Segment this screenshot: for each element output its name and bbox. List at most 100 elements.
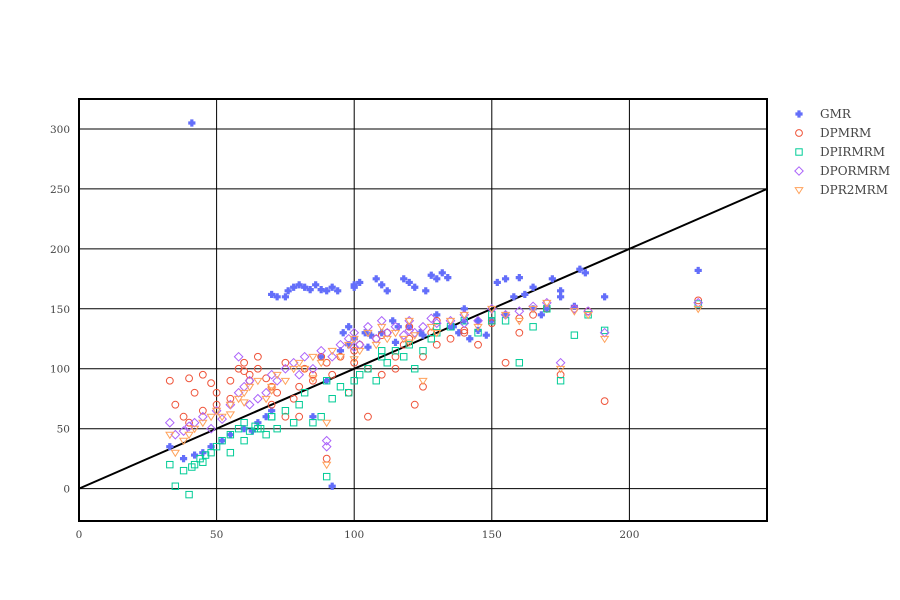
point-dpr2mrm xyxy=(404,317,414,326)
point-dpr2mrm xyxy=(335,353,346,362)
x-tick-label: 0 xyxy=(76,529,83,541)
point-gmr xyxy=(372,275,380,283)
point-dpmrm xyxy=(377,370,386,379)
point-gmr xyxy=(411,283,419,291)
point-dpirmrm xyxy=(245,427,254,435)
point-dpr2mrm xyxy=(528,305,538,314)
point-dpirmrm xyxy=(411,365,419,373)
point-dpirmrm xyxy=(529,323,537,331)
point-dpr2mrm xyxy=(377,323,387,332)
legend-item-dpr2mrm[interactable]: DPR2MRM xyxy=(794,183,888,197)
point-dpirmrm xyxy=(185,490,193,499)
point-dpmrm xyxy=(350,358,359,367)
point-dpirmrm xyxy=(212,442,221,451)
point-dpirmrm xyxy=(400,353,408,361)
point-dpmrm xyxy=(226,376,235,385)
point-dpirmrm xyxy=(383,359,391,367)
point-gmr xyxy=(317,286,325,294)
point-dpr2mrm xyxy=(165,431,175,440)
point-dpr2mrm xyxy=(555,365,566,374)
point-dpmrm xyxy=(529,310,537,319)
point-gmr xyxy=(557,293,565,301)
point-dpr2mrm xyxy=(272,371,282,380)
point-gmr xyxy=(405,278,413,287)
point-dpmrm xyxy=(185,374,193,383)
legend-item-gmr[interactable]: GMR xyxy=(795,107,852,121)
point-dpr2mrm xyxy=(239,389,249,398)
point-dpirmrm xyxy=(295,401,303,409)
point-gmr xyxy=(416,329,424,337)
point-gmr xyxy=(466,335,474,343)
point-dpirmrm xyxy=(218,436,226,445)
point-gmr xyxy=(345,341,353,349)
legend-label: DPIRMRM xyxy=(820,145,885,159)
point-dpr2mrm xyxy=(294,359,304,368)
point-dpr2mrm xyxy=(390,329,401,338)
point-dpmrm xyxy=(289,394,298,403)
point-gmr xyxy=(262,413,270,421)
point-dpmrm xyxy=(281,412,290,421)
legend-label: DPR2MRM xyxy=(820,183,888,197)
point-dpr2mrm xyxy=(178,437,189,446)
point-dpr2mrm xyxy=(514,317,525,326)
point-gmr xyxy=(543,305,551,313)
point-gmr xyxy=(446,323,455,331)
y-tick-label: 50 xyxy=(57,424,70,436)
point-dpirmrm xyxy=(240,418,248,427)
point-gmr xyxy=(218,437,226,445)
legend-item-dpormrm[interactable]: DPORMRM xyxy=(794,164,890,178)
point-dpmrm xyxy=(474,340,482,349)
series-dpr2mrm xyxy=(165,299,703,470)
point-dpormrm xyxy=(349,342,360,353)
point-dpormrm xyxy=(363,321,373,332)
point-dpirmrm xyxy=(201,451,210,459)
legend-item-dpirmrm[interactable]: DPIRMRM xyxy=(795,145,885,159)
y-tick-label: 0 xyxy=(63,484,70,496)
point-dpr2mrm xyxy=(253,377,263,386)
point-dpirmrm xyxy=(344,389,353,397)
legend-item-dpmrm[interactable]: DPMRM xyxy=(795,126,872,140)
point-dpormrm xyxy=(299,351,310,362)
point-dpormrm xyxy=(569,303,580,314)
point-dpormrm xyxy=(583,306,594,317)
point-gmr xyxy=(345,323,353,331)
point-dpirmrm xyxy=(281,407,290,415)
legend[interactable]: GMR DPMRM DPIRMRM DPORMRM DPR2MRM xyxy=(794,107,890,197)
point-dpormrm xyxy=(599,327,610,338)
point-dpmrm xyxy=(515,328,524,337)
point-dpormrm xyxy=(327,351,338,362)
point-gmr xyxy=(378,329,386,337)
point-dpmrm xyxy=(446,334,455,343)
point-gmr xyxy=(284,287,292,295)
point-gmr xyxy=(694,266,702,275)
point-gmr xyxy=(273,293,281,301)
point-dpormrm xyxy=(693,297,704,308)
point-dpormrm xyxy=(382,327,393,338)
point-dpirmrm xyxy=(166,460,174,469)
point-dpirmrm xyxy=(336,383,345,391)
point-dpr2mrm xyxy=(239,399,249,407)
point-dpmrm xyxy=(165,376,174,385)
legend-marker-dpr2mrm xyxy=(794,187,804,195)
point-dpmrm xyxy=(207,379,215,388)
legend-label: GMR xyxy=(820,107,852,121)
point-dpirmrm xyxy=(289,418,298,427)
point-dpmrm xyxy=(600,397,609,406)
point-dpmrm xyxy=(501,358,510,367)
point-gmr xyxy=(179,455,188,463)
y-tick-label: 100 xyxy=(50,364,70,376)
point-gmr xyxy=(295,281,303,289)
point-gmr xyxy=(501,311,510,319)
point-dpormrm xyxy=(206,423,217,434)
point-dpr2mrm xyxy=(170,449,181,458)
point-dpirmrm xyxy=(419,347,427,355)
point-gmr xyxy=(444,274,452,282)
point-dpr2mrm xyxy=(426,323,436,332)
point-dpirmrm xyxy=(267,412,276,421)
point-gmr xyxy=(427,271,435,279)
point-dpr2mrm xyxy=(487,305,497,314)
point-gmr xyxy=(576,265,584,273)
y-tick-label: 300 xyxy=(50,124,70,136)
point-gmr xyxy=(515,274,523,282)
point-gmr xyxy=(601,293,609,301)
